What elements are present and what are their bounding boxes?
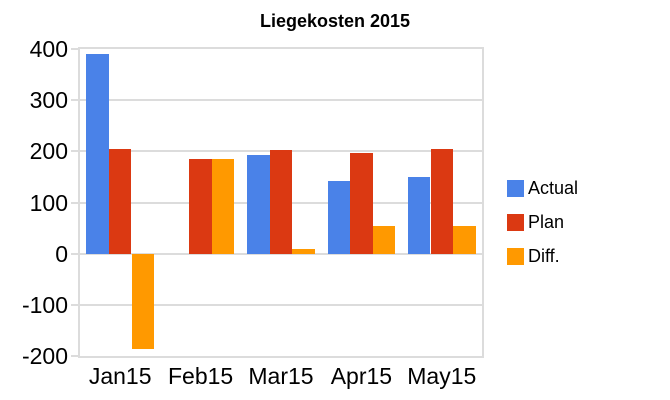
bar-plan-Jan15 [108,149,132,254]
gridline [80,99,482,102]
y-tick-label: -200 [21,343,68,369]
legend-item-diff: Diff. [507,246,578,267]
legend-label: Diff. [528,246,560,266]
bar-actual-Mar15 [247,154,270,254]
x-tick-label: Apr15 [330,363,393,389]
x-tick-label: Jan15 [88,363,152,389]
gridline [80,252,482,255]
chart-legend: Actual Plan Diff. [507,178,578,280]
y-tick-label: 200 [29,138,68,165]
y-axis-tick [71,252,78,255]
bar-diff-Mar15 [292,248,315,254]
bar-plan-Apr15 [350,153,373,254]
plot-area [78,47,484,358]
y-axis-tick [71,99,78,102]
y-tick-label: 300 [29,87,68,114]
legend-label: Actual [528,178,579,198]
bar-plan-Feb15 [189,159,212,254]
bar-diff-May15 [453,226,476,254]
y-axis-tick [71,150,78,153]
bar-diff-Apr15 [372,226,396,254]
y-axis-tick [71,355,78,357]
legend-swatch [507,180,524,197]
y-tick-label: 400 [29,36,68,62]
bar-plan-May15 [430,149,454,254]
y-tick-label: -100 [21,291,68,318]
y-axis-tick [71,303,78,306]
bar-actual-Jan15 [86,54,109,254]
gridline [80,303,482,306]
legend-swatch [507,248,524,265]
bar-plan-Mar15 [269,149,293,254]
plot-inner [80,49,482,356]
y-axis-tick [71,48,78,50]
chart-title: Liegekosten 2015 [259,11,411,31]
bar-diff-Jan15 [131,253,155,349]
legend-item-plan: Plan [507,212,578,233]
bar-actual-May15 [407,176,431,254]
x-tick-label: Mar15 [248,363,314,389]
y-tick-label: 100 [29,189,68,216]
legend-swatch [507,214,524,231]
y-axis-tick [71,201,78,204]
legend-label: Plan [528,212,565,232]
legend-item-actual: Actual [507,178,578,199]
x-tick-label: Feb15 [167,363,234,389]
x-tick-label: May15 [407,363,477,389]
bar-actual-Apr15 [327,181,351,254]
y-tick-label: 0 [55,240,68,267]
bar-diff-Feb15 [211,159,235,254]
